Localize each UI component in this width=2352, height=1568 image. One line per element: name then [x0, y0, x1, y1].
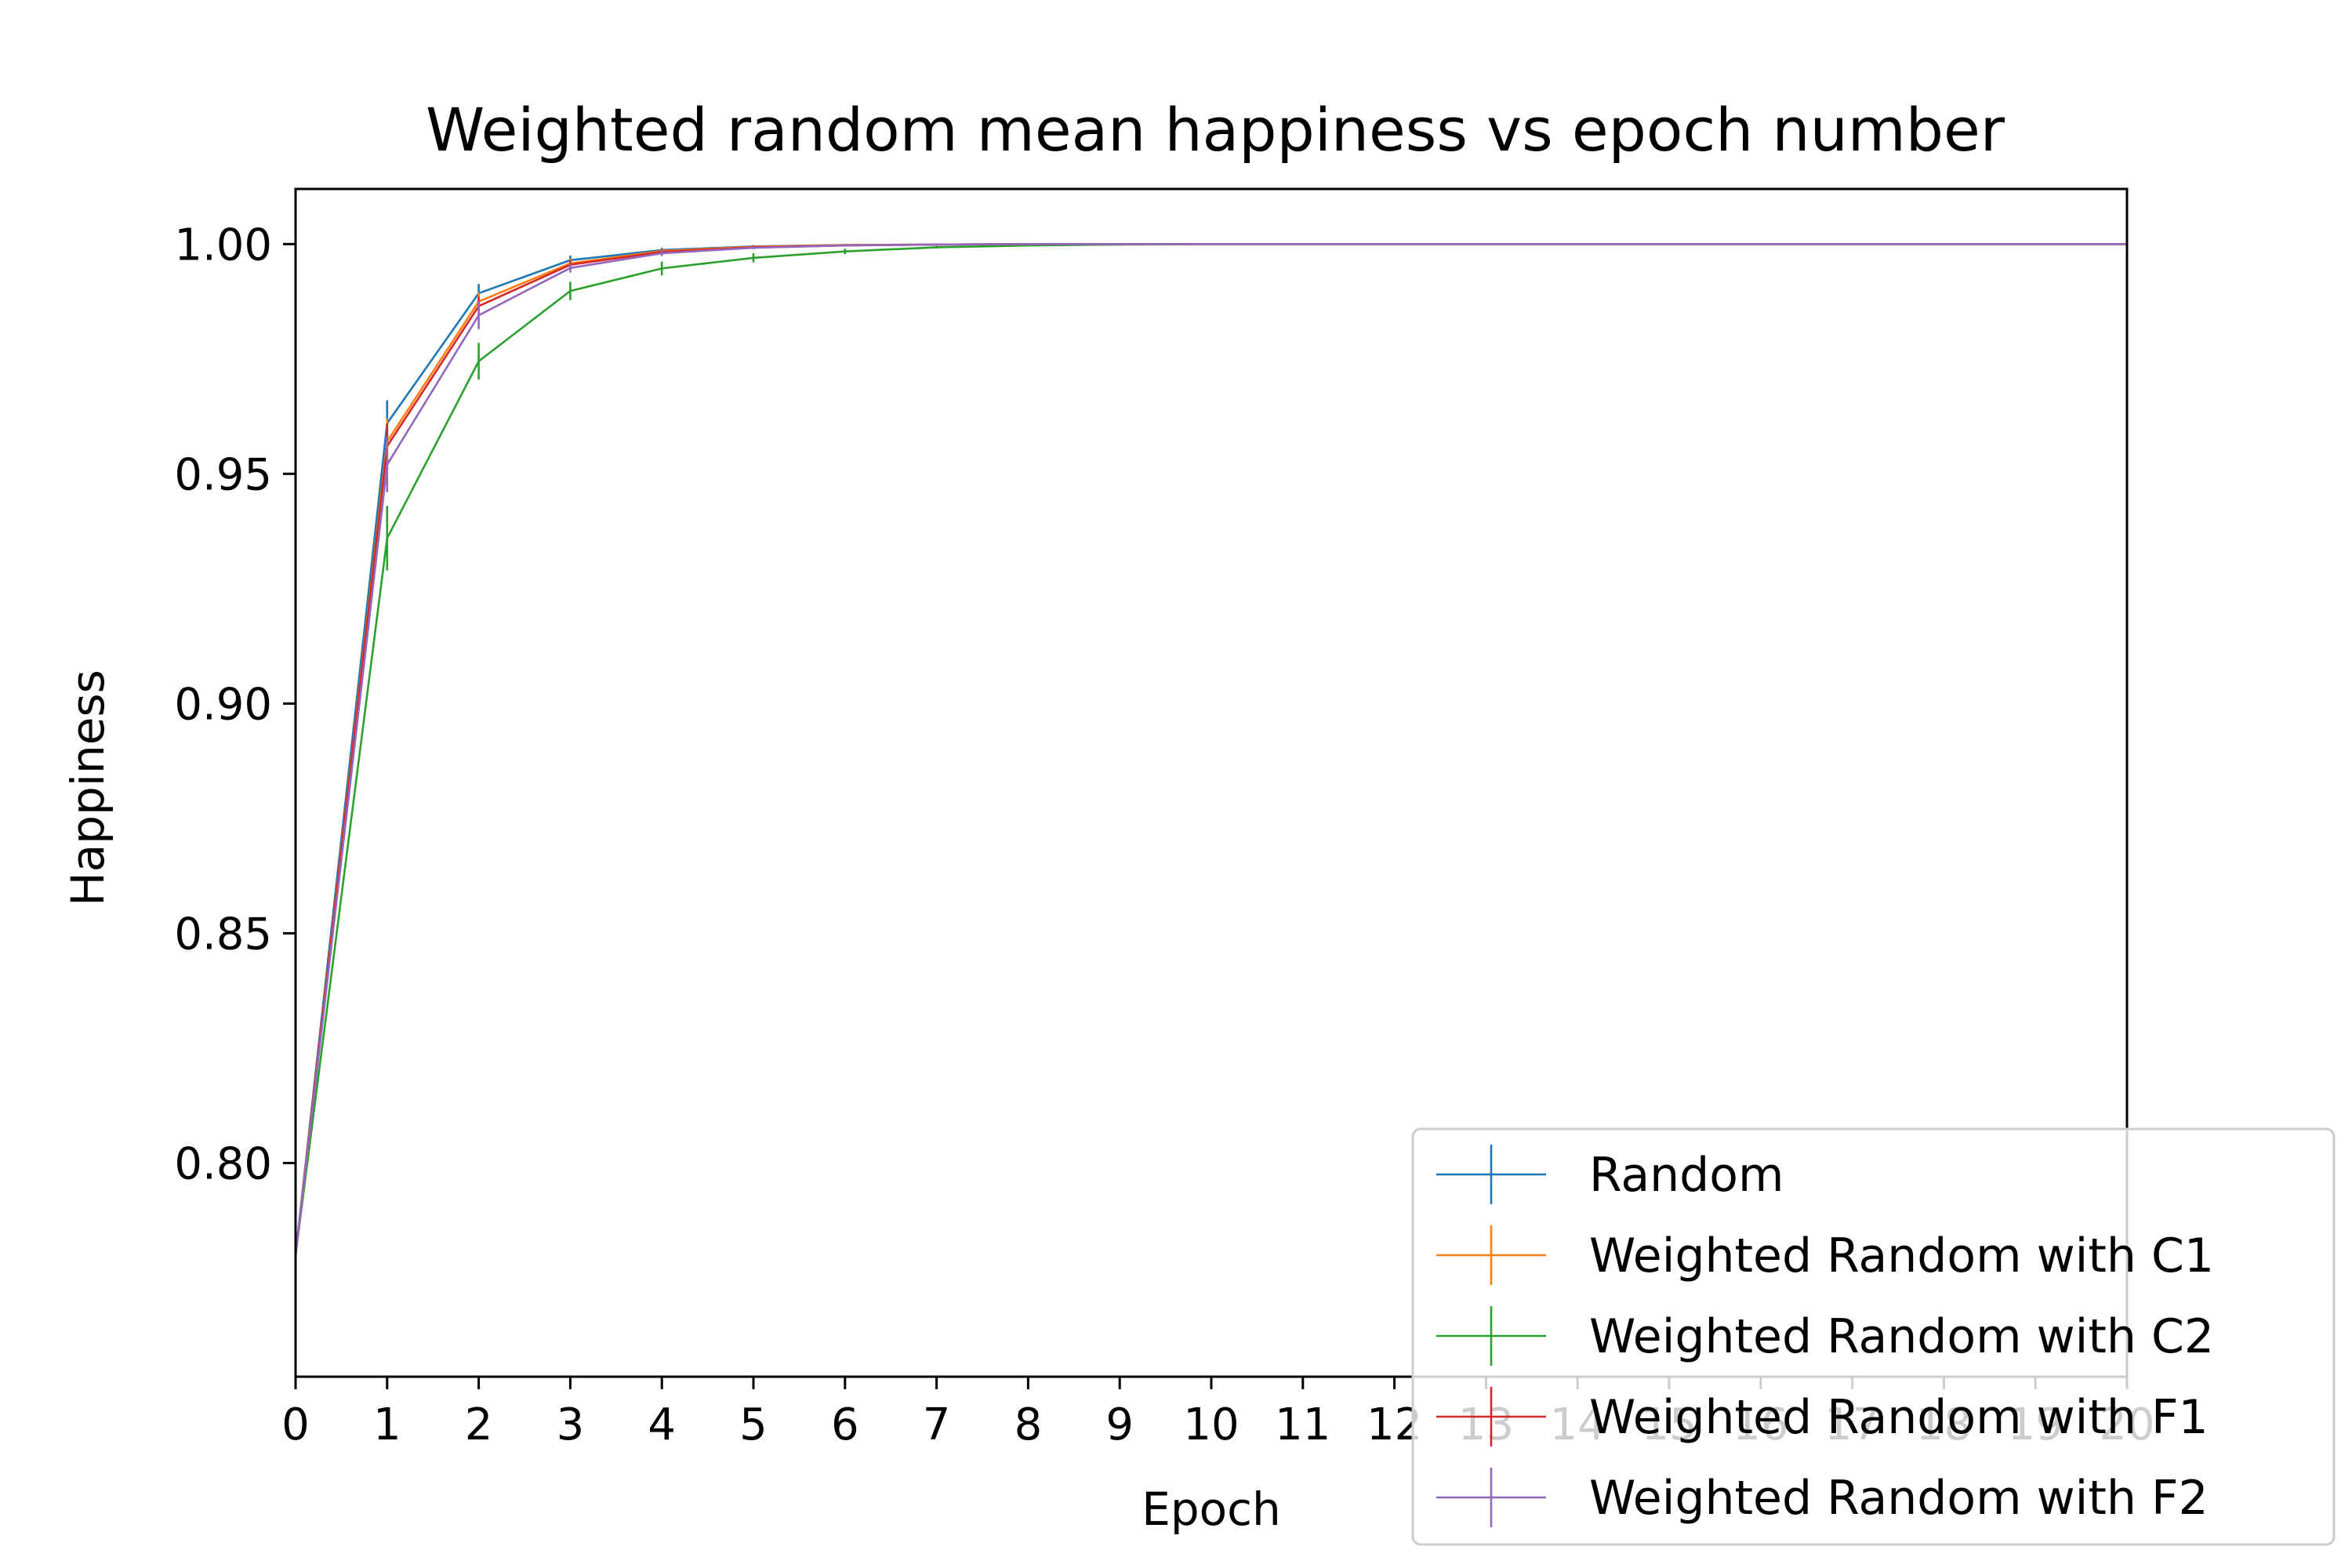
legend-label: Weighted Random with F1 — [1589, 1390, 2209, 1445]
legend-label: Weighted Random with C1 — [1589, 1229, 2214, 1283]
legend-entry-2: Weighted Random with C2 — [1436, 1306, 2214, 1366]
series-line-3 — [294, 243, 2127, 1255]
x-axis-label: Epoch — [1142, 1483, 1281, 1536]
chart-title: Weighted random mean happiness vs epoch … — [426, 95, 2005, 165]
series-line-2 — [294, 243, 2127, 1255]
x-tick-label: 0 — [281, 1399, 310, 1450]
series-line-4 — [294, 243, 2127, 1255]
x-tick-label: 9 — [1105, 1399, 1134, 1450]
legend-label: Weighted Random with C2 — [1589, 1309, 2214, 1364]
x-tick-label: 1 — [373, 1399, 401, 1450]
x-tick-label: 3 — [557, 1399, 585, 1450]
x-tick-label: 5 — [739, 1399, 768, 1450]
series-line-1 — [294, 243, 2127, 1255]
x-tick-label: 4 — [648, 1399, 676, 1450]
x-tick-label: 7 — [923, 1399, 951, 1450]
y-axis-label: Happiness — [61, 670, 114, 906]
y-tick-label: 0.95 — [174, 449, 272, 500]
legend-box — [1411, 1127, 2336, 1546]
series-3 — [294, 243, 2127, 1255]
legend-label: Weighted Random with F2 — [1589, 1471, 2209, 1526]
series-4 — [294, 243, 2127, 1255]
x-tick-label: 2 — [465, 1399, 493, 1450]
y-tick-label: 0.80 — [174, 1138, 272, 1189]
legend: Random Weighted Random with C1 Weighted Ra… — [1411, 1127, 2336, 1546]
series-1 — [294, 243, 2127, 1255]
x-tick-label: 6 — [831, 1399, 859, 1450]
legend-label: Random — [1589, 1148, 1784, 1203]
x-tick-label: 11 — [1275, 1399, 1330, 1450]
series-layer — [294, 243, 2127, 1255]
y-tick-label: 0.90 — [174, 679, 272, 730]
y-tick-label: 0.85 — [174, 909, 272, 960]
series-2 — [294, 243, 2127, 1255]
legend-entry-1: Weighted Random with C1 — [1436, 1225, 2214, 1285]
legend-entry-4: Weighted Random with F2 — [1436, 1468, 2209, 1527]
series-line-0 — [294, 243, 2127, 1255]
y-tick-label: 1.00 — [174, 220, 272, 270]
series-0 — [294, 243, 2127, 1255]
x-tick-label: 8 — [1014, 1399, 1043, 1450]
x-tick-label: 10 — [1183, 1399, 1239, 1450]
legend-entry-0: Random — [1436, 1145, 1784, 1204]
legend-entry-3: Weighted Random with F1 — [1436, 1387, 2209, 1446]
